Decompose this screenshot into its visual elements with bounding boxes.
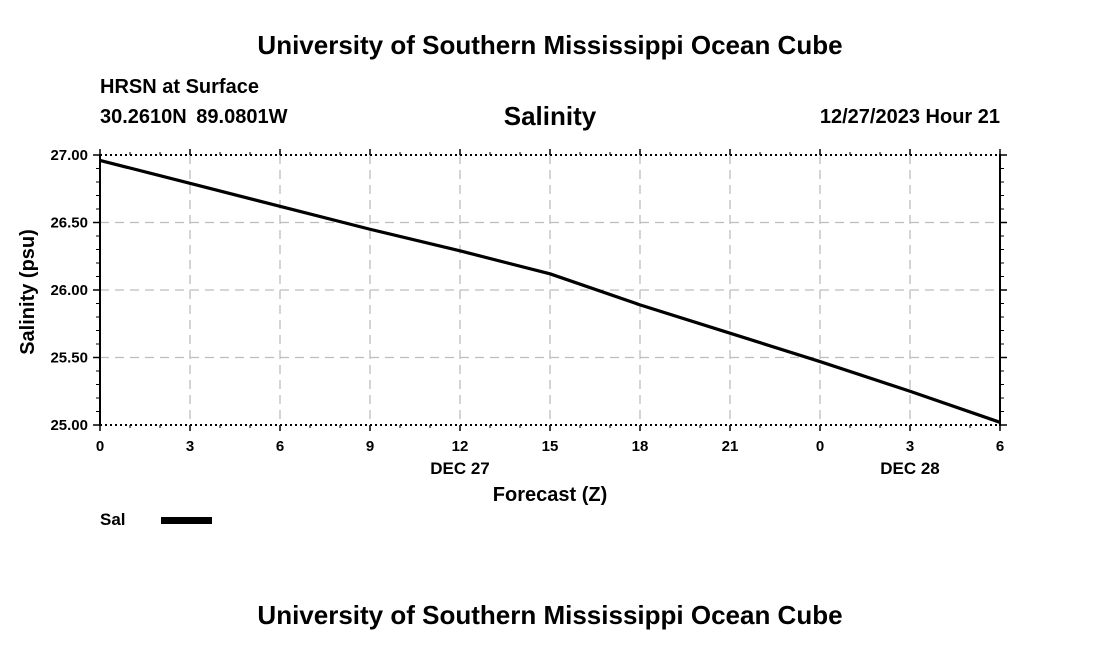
- x-tick-label: 6: [996, 438, 1004, 455]
- date-label: DEC 28: [880, 459, 940, 478]
- y-axis-title: Salinity (psu): [17, 229, 39, 355]
- y-tick-label: 27.00: [50, 147, 88, 164]
- x-tick-label: 0: [96, 438, 104, 455]
- axes: [93, 149, 1007, 431]
- y-tick-label: 25.50: [50, 350, 88, 367]
- x-tick-label: 21: [722, 438, 739, 455]
- y-tick-label: 25.00: [50, 417, 88, 434]
- y-tick-label: 26.00: [50, 282, 88, 299]
- x-tick-label: 15: [542, 438, 559, 455]
- chart-title: Salinity: [503, 101, 597, 131]
- legend-swatch: [161, 517, 212, 524]
- x-tick-label: 18: [632, 438, 649, 455]
- x-tick-label: 6: [276, 438, 284, 455]
- station-label: HRSN at Surface: [100, 76, 259, 98]
- x-tick-label: 12: [452, 438, 469, 455]
- date-label: DEC 27: [430, 459, 490, 478]
- series-line-salinity: [99, 158, 1001, 424]
- footer-title: University of Southern Mississippi Ocean…: [257, 600, 843, 630]
- x-axis-title: Forecast (Z): [493, 484, 607, 506]
- series: [99, 158, 1001, 424]
- x-tick-label: 3: [906, 438, 914, 455]
- grid: [100, 155, 1000, 425]
- datetime-label: 12/27/2023 Hour 21: [819, 106, 1000, 128]
- x-tick-label: 9: [366, 438, 374, 455]
- page-title: University of Southern Mississippi Ocean…: [257, 30, 843, 60]
- x-tick-label: 0: [816, 438, 824, 455]
- coordinates-label: 30.2610N 89.0801W: [100, 106, 288, 128]
- axis-labels: 0 3 6 9 12 15 18 21 0 3 6 25.00 25.50 26.00 26.50 27.00…: [17, 147, 1004, 506]
- x-tick-label: 3: [186, 438, 194, 455]
- legend-label: Sal: [100, 510, 126, 529]
- y-tick-label: 26.50: [50, 215, 88, 232]
